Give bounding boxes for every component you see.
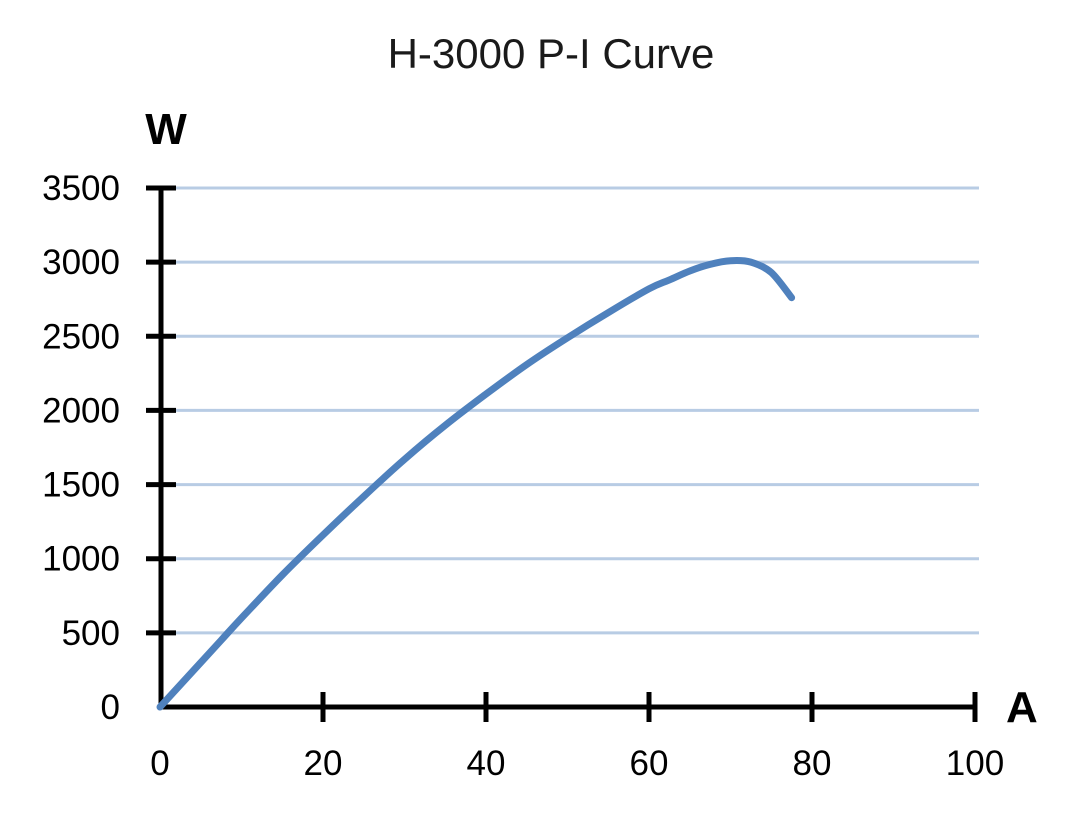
y-tick-label: 2500 [42,317,120,356]
x-tick-label: 80 [793,744,832,783]
chart-title: H-3000 P-I Curve [388,30,715,77]
y-tick-label: 1000 [42,540,120,579]
y-tick-label: 3000 [42,243,120,282]
x-tick-label: 40 [467,744,506,783]
y-tick-label: 1500 [42,466,120,505]
x-tick-label: 60 [630,744,669,783]
x-axis-label: A [1006,683,1038,732]
tick-marks [146,185,978,722]
y-tick-label: 3500 [42,169,120,208]
y-tick-label: 2000 [42,391,120,430]
pi-curve-series [156,256,796,711]
x-tick-label: 20 [304,744,343,783]
y-axis-label: W [145,105,187,154]
x-tick-label: 0 [150,744,169,783]
gridlines [160,186,979,635]
y-tick-label: 500 [62,614,120,653]
pi-curve-path [156,256,796,711]
y-tick-label: 0 [101,688,120,727]
axes [157,186,977,710]
x-tick-label: 100 [946,744,1004,783]
